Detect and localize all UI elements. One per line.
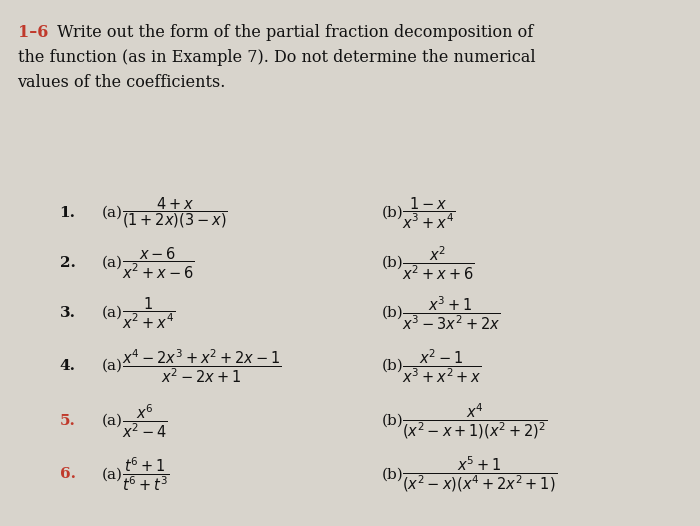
- Text: (b): (b): [382, 359, 403, 372]
- Text: (b): (b): [382, 414, 403, 428]
- Text: 2.: 2.: [60, 256, 76, 270]
- Text: values of the coefficients.: values of the coefficients.: [18, 74, 226, 91]
- Text: the function (as in Example 7). Do not determine the numerical: the function (as in Example 7). Do not d…: [18, 49, 535, 66]
- Text: $\dfrac{x^{3}+1}{x^{3}-3x^{2}+2x}$: $\dfrac{x^{3}+1}{x^{3}-3x^{2}+2x}$: [402, 294, 501, 332]
- Text: $\dfrac{x^{4}}{(x^{2}-x+1)(x^{2}+2)^{2}}$: $\dfrac{x^{4}}{(x^{2}-x+1)(x^{2}+2)^{2}}…: [402, 401, 548, 441]
- Text: $\dfrac{x^{5}+1}{(x^{2}-x)(x^{4}+2x^{2}+1)}$: $\dfrac{x^{5}+1}{(x^{2}-x)(x^{4}+2x^{2}+…: [402, 454, 557, 494]
- Text: $\dfrac{1-x}{x^{3}+x^{4}}$: $\dfrac{1-x}{x^{3}+x^{4}}$: [402, 195, 456, 231]
- Text: (a): (a): [102, 256, 122, 270]
- Text: (b): (b): [382, 206, 403, 220]
- Text: (a): (a): [102, 306, 122, 320]
- Text: $\dfrac{x^{2}-1}{x^{3}+x^{2}+x}$: $\dfrac{x^{2}-1}{x^{3}+x^{2}+x}$: [402, 347, 482, 385]
- Text: (a): (a): [102, 206, 122, 220]
- Text: (a): (a): [102, 359, 122, 372]
- Text: (b): (b): [382, 306, 403, 320]
- Text: 1.: 1.: [60, 206, 76, 220]
- Text: (b): (b): [382, 256, 403, 270]
- Text: 6.: 6.: [60, 468, 76, 481]
- Text: 4.: 4.: [60, 359, 76, 372]
- Text: (a): (a): [102, 414, 122, 428]
- Text: (a): (a): [102, 468, 122, 481]
- Text: Write out the form of the partial fraction decomposition of: Write out the form of the partial fracti…: [52, 24, 533, 41]
- Text: 1–6: 1–6: [18, 24, 48, 41]
- Text: $\dfrac{4+x}{(1+2x)(3-x)}$: $\dfrac{4+x}{(1+2x)(3-x)}$: [122, 196, 228, 230]
- Text: (b): (b): [382, 468, 403, 481]
- Text: 5.: 5.: [60, 414, 76, 428]
- Text: $\dfrac{x^{4}-2x^{3}+x^{2}+2x-1}{x^{2}-2x+1}$: $\dfrac{x^{4}-2x^{3}+x^{2}+2x-1}{x^{2}-2…: [122, 347, 282, 385]
- Text: 3.: 3.: [60, 306, 76, 320]
- Text: $\dfrac{1}{x^{2}+x^{4}}$: $\dfrac{1}{x^{2}+x^{4}}$: [122, 295, 176, 331]
- Text: $\dfrac{x-6}{x^{2}+x-6}$: $\dfrac{x-6}{x^{2}+x-6}$: [122, 245, 195, 281]
- Text: $\dfrac{x^{2}}{x^{2}+x+6}$: $\dfrac{x^{2}}{x^{2}+x+6}$: [402, 244, 475, 282]
- Text: $\dfrac{t^{6}+1}{t^{6}+t^{3}}$: $\dfrac{t^{6}+1}{t^{6}+t^{3}}$: [122, 456, 170, 493]
- Text: $\dfrac{x^{6}}{x^{2}-4}$: $\dfrac{x^{6}}{x^{2}-4}$: [122, 402, 169, 440]
